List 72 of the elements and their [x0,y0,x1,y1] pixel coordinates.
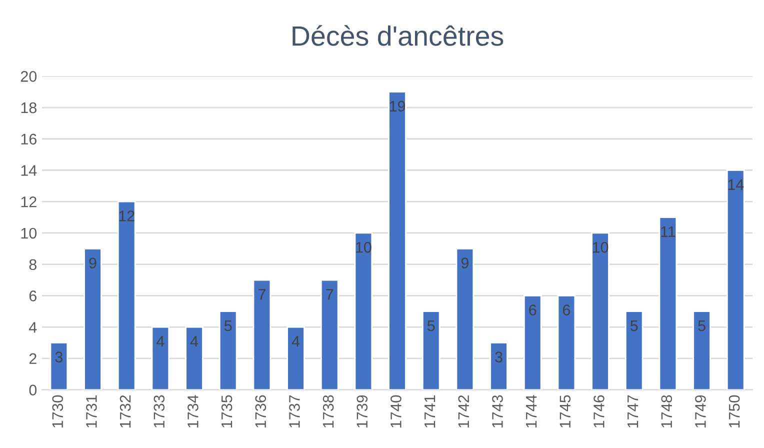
data-label: 3 [55,352,63,362]
bar [151,326,170,390]
bar [523,294,542,390]
bar [658,216,678,390]
x-tick-label: 1737 [289,395,300,428]
x-tick-label: 1738 [322,395,334,428]
data-label: 9 [89,258,96,268]
y-tick-label: 10 [21,228,37,239]
x-tick-label: 1733 [154,395,165,428]
data-label: 6 [529,304,536,316]
x-tick-label: 1731 [86,395,97,428]
x-tick-label: 1742 [458,395,469,428]
data-label: 6 [562,304,570,316]
data-label: 5 [427,320,435,332]
x-tick-label: 1735 [221,395,232,428]
bar [218,310,238,390]
data-label: 19 [390,100,406,112]
bar [624,310,644,390]
bar [490,342,508,390]
y-tick-label: 12 [21,196,36,208]
y-tick-label: 6 [29,290,36,302]
x-tick-label: 1749 [695,395,706,428]
data-label: 4 [292,336,300,347]
x-tick-label: 1745 [560,395,571,428]
y-tick-label: 14 [21,165,37,176]
y-tick-label: 2 [29,353,36,364]
data-label: 3 [495,352,502,362]
bar [117,200,136,390]
x-tick-label: 1732 [120,395,131,428]
x-tick-label: 1739 [356,395,368,428]
x-tick-label: 1750 [728,395,740,428]
bar [388,91,406,390]
y-tick-label: 20 [20,71,37,82]
bar [726,170,745,390]
x-tick-label: 1744 [526,395,537,428]
y-tick-label: 16 [21,134,36,145]
data-label: 12 [119,210,134,222]
chart-title: Décès d'ancêtres [292,25,504,46]
data-label: 4 [156,336,164,347]
bar [185,326,204,390]
data-label: 5 [698,320,706,332]
data-label: 11 [661,226,676,237]
bar [286,326,305,390]
bar [252,279,272,390]
data-label: 7 [258,289,266,300]
bar [320,279,339,390]
data-label: 4 [190,336,198,347]
y-tick-label: 8 [29,259,36,270]
bar [50,342,68,390]
y-tick-label: 18 [21,102,36,114]
bar [456,248,474,390]
x-tick-label: 1734 [188,395,198,428]
bar [692,310,711,390]
bar [422,310,440,390]
bar [557,294,576,390]
bar [354,232,373,390]
bar [84,248,102,390]
bar [591,232,610,390]
x-tick-label: 1748 [661,395,672,428]
data-label: 9 [461,258,468,268]
x-tick-label: 1746 [594,395,604,428]
data-label: 5 [224,320,232,332]
x-tick-label: 1730 [52,395,64,428]
x-tick-label: 1747 [628,395,638,428]
data-label: 5 [630,320,638,332]
x-tick-label: 1743 [492,395,503,428]
x-tick-label: 1736 [255,395,266,428]
x-tick-label: 1741 [424,395,436,428]
data-label: 7 [326,289,334,300]
x-tick-label: 1740 [390,395,402,428]
y-tick-label: 4 [29,322,37,333]
y-tick-label: 0 [29,384,37,396]
